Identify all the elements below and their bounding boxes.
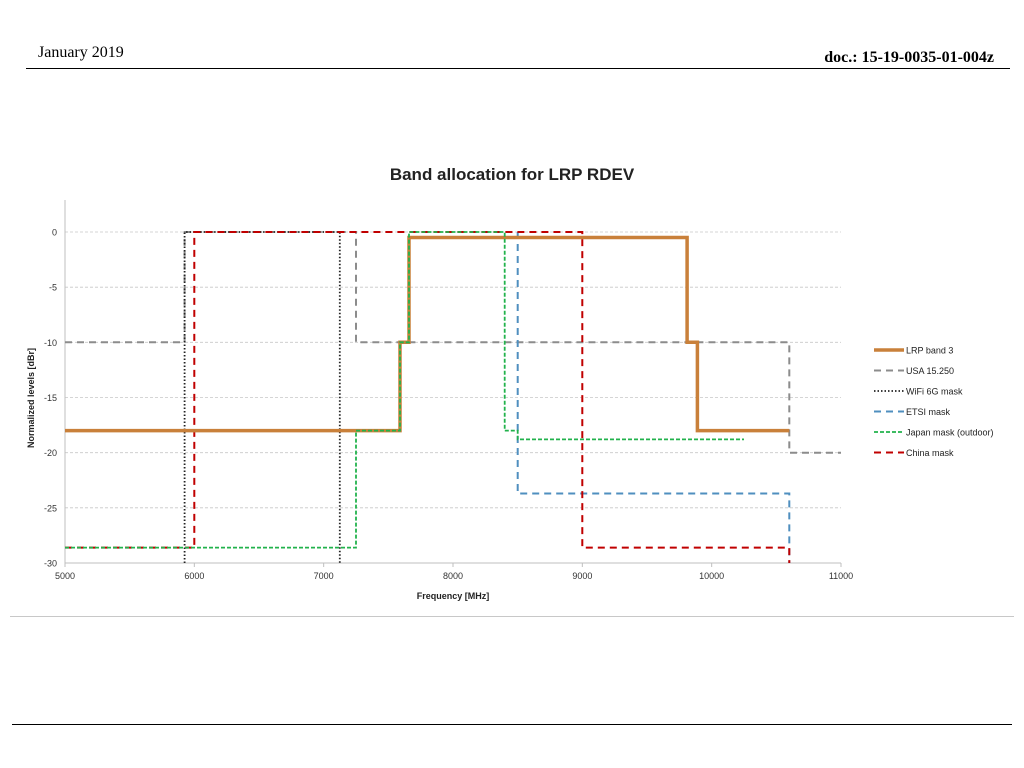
chart-container: Band allocation for LRP RDEV 0 -5 -10 -15 -2… [0,150,1024,620]
band-allocation-chart: Band allocation for LRP RDEV 0 -5 -10 -15 -2… [26,165,994,601]
x-tick-label: 6000 [184,571,204,581]
series-line-3 [516,232,791,563]
y-tick-label: -25 [44,503,57,513]
chart-title: Band allocation for LRP RDEV [390,165,635,184]
legend-label: WiFi 6G mask [906,387,963,397]
x-axis-label: Frequency [MHz] [417,591,490,601]
x-tick-label: 5000 [55,571,75,581]
legend-label: ETSI mask [906,407,951,417]
y-tick-label: -10 [44,338,57,348]
legend-label: Japan mask (outdoor) [906,428,994,438]
y-tick-label: -15 [44,393,57,403]
header-date: January 2019 [38,44,124,61]
legend-label: LRP band 3 [906,346,953,356]
legend-label: USA 15.250 [906,366,954,376]
y-tick-label: -5 [49,283,57,293]
x-tick-label: 10000 [699,571,724,581]
series-line-5 [65,231,791,563]
series-line-4 [65,231,744,549]
x-tick-label: 7000 [314,571,334,581]
legend: LRP band 3 USA 15.250 WiFi 6G mask ETSI mas… [874,346,994,458]
y-tick-label: 0 [52,228,57,238]
y-tick-label: -20 [44,448,57,458]
x-tick-label: 11000 [829,571,853,581]
y-tick-label: -30 [44,559,57,569]
legend-label: China mask [906,448,954,458]
footer-rule [12,724,1012,725]
axes: 0 -5 -10 -15 -20 -25 -30 5000 6000 7000 8000 9000 10… [44,200,853,581]
series-lines [65,231,841,563]
series-line-2 [183,231,341,563]
x-tick-label: 8000 [443,571,463,581]
header-doc-number: doc.: 15-19-0035-01-004z [824,49,994,66]
grid [65,231,841,564]
chart-bottom-border [10,616,1014,617]
series-line-0 [65,235,790,433]
y-axis-label: Normalized levels [dBr] [26,348,36,448]
header-rule [26,68,1010,69]
x-tick-label: 9000 [572,571,592,581]
